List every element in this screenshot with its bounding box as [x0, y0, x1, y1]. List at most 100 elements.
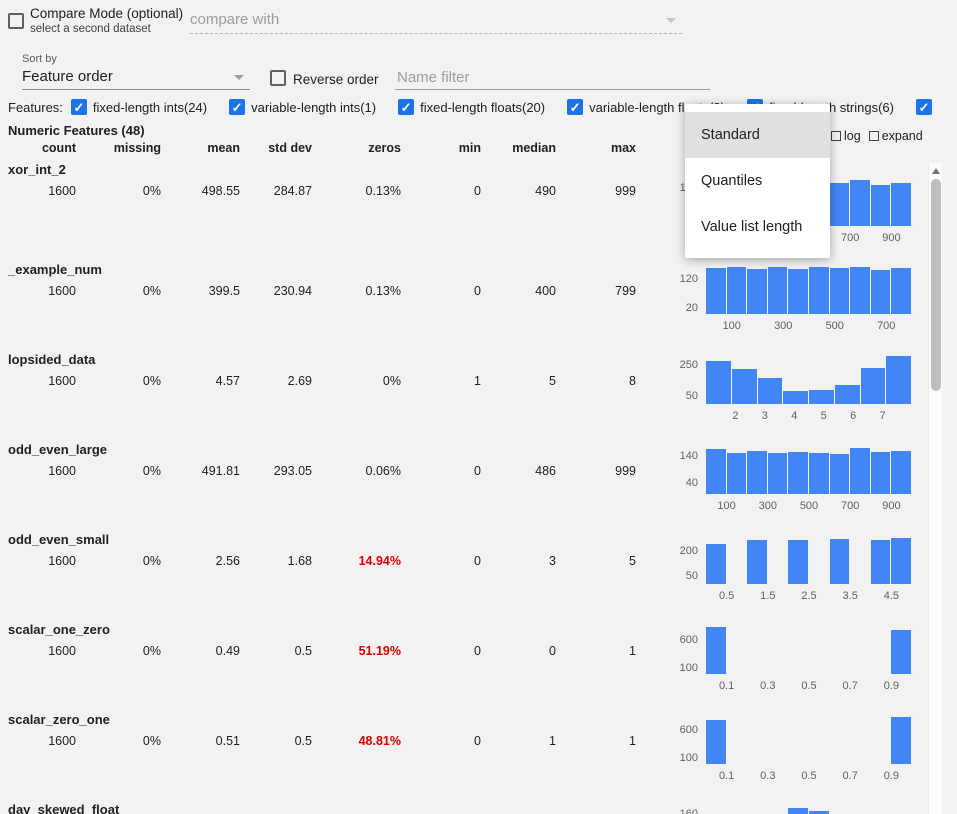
feature-histogram[interactable]: 160 [660, 804, 922, 814]
feature-median: 486 [490, 464, 556, 478]
histogram-plot [706, 534, 912, 584]
histogram-y-axis: 600100 [660, 624, 702, 674]
histogram-bar [768, 267, 788, 314]
chart-menu-option[interactable]: Quantiles [685, 158, 830, 204]
histogram-bar [706, 627, 726, 674]
feature-stddev: 0.5 [246, 644, 312, 658]
histogram-bar [830, 454, 850, 494]
histogram-bar [830, 268, 850, 314]
x-tick-label: 0.3 [753, 680, 783, 692]
feature-type-checkbox[interactable]: ✓ [398, 99, 414, 115]
feature-stddev: 2.69 [246, 374, 312, 388]
feature-count: 1600 [10, 734, 76, 748]
feature-type-checkbox[interactable]: ✓ [567, 99, 583, 115]
feature-histogram[interactable]: 25050 234567 [660, 354, 922, 434]
y-tick-label: 600 [680, 724, 698, 736]
compare-with-select[interactable]: compare with [190, 8, 682, 34]
histogram-bar [747, 451, 767, 494]
feature-median: 5 [490, 374, 556, 388]
x-tick-label: 7 [868, 410, 898, 422]
sort-order-select[interactable]: Feature order [22, 66, 250, 90]
feature-min: 0 [415, 644, 481, 658]
x-tick-label: 4 [779, 410, 809, 422]
x-tick-label: 3.5 [835, 590, 865, 602]
vertical-scrollbar[interactable] [928, 163, 942, 814]
feature-histogram[interactable]: 600100 0.10.30.50.70.9 [660, 624, 922, 704]
histogram-y-axis: 14040 [660, 444, 702, 494]
histogram-plot [706, 354, 912, 404]
feature-mean: 2.56 [174, 554, 240, 568]
expand-checkbox[interactable] [869, 131, 879, 141]
feature-histogram[interactable]: 14040 100300500700900 [660, 444, 922, 524]
feature-min: 0 [415, 554, 481, 568]
feature-name: _example_num [8, 262, 102, 277]
feature-type-checkbox[interactable]: ✓ [229, 99, 245, 115]
feature-median: 490 [490, 184, 556, 198]
histogram-bars [706, 444, 912, 494]
x-tick-label: 2 [720, 410, 750, 422]
histogram-y-axis: 160 [660, 804, 702, 814]
feature-min: 1 [415, 374, 481, 388]
col-header-count: count [10, 141, 76, 155]
histogram-bars [706, 534, 912, 584]
compare-mode-checkbox[interactable] [8, 13, 24, 29]
reverse-order-checkbox[interactable] [270, 70, 286, 86]
feature-type-label: fixed-length floats(20) [420, 100, 545, 115]
x-tick-label: 700 [871, 320, 901, 332]
feature-max: 799 [570, 284, 636, 298]
feature-mean: 4.57 [174, 374, 240, 388]
chevron-down-icon [234, 75, 244, 80]
histogram-bar [850, 180, 870, 226]
feature-min: 0 [415, 734, 481, 748]
feature-histogram[interactable]: 12020 100300500700 [660, 264, 922, 344]
feature-row: _example_num 1600 0% 399.5 230.94 0.13% … [0, 258, 957, 348]
x-tick-label: 0.5 [794, 680, 824, 692]
log-checkbox[interactable] [831, 131, 841, 141]
sort-by-label: Sort by [22, 53, 57, 65]
histogram-plot [706, 714, 912, 764]
histogram-bar [830, 539, 850, 584]
histogram-bar [809, 390, 834, 404]
x-tick-label: 2.5 [794, 590, 824, 602]
scroll-up-arrow-icon[interactable] [932, 168, 940, 174]
feature-median: 400 [490, 284, 556, 298]
y-tick-label: 140 [680, 450, 698, 462]
feature-max: 999 [570, 184, 636, 198]
col-header-max: max [570, 141, 636, 155]
x-tick-label: 700 [835, 232, 865, 244]
x-tick-label: 4.5 [876, 590, 906, 602]
feature-missing: 0% [95, 644, 161, 658]
feature-row: lopsided_data 1600 0% 4.57 2.69 0% 1 5 8… [0, 348, 957, 438]
feature-histogram[interactable]: 600100 0.10.30.50.70.9 [660, 714, 922, 794]
x-tick-label: 900 [876, 232, 906, 244]
feature-mean: 0.49 [174, 644, 240, 658]
histogram-y-axis: 12020 [660, 264, 702, 314]
name-filter-input[interactable]: Name filter [395, 66, 710, 90]
feature-name: scalar_zero_one [8, 712, 110, 727]
feature-count: 1600 [10, 554, 76, 568]
x-tick-label: 0.1 [712, 770, 742, 782]
histogram-bar [886, 356, 911, 404]
feature-type-checkbox[interactable]: ✓ [916, 99, 932, 115]
y-tick-label: 100 [680, 752, 698, 764]
feature-count: 1600 [10, 184, 76, 198]
feature-count: 1600 [10, 374, 76, 388]
histogram-bar [871, 270, 891, 314]
feature-histogram[interactable]: 20050 0.51.52.53.54.5 [660, 534, 922, 614]
histogram-bar [871, 540, 891, 584]
histogram-bar [706, 361, 731, 404]
x-tick-label: 5 [809, 410, 839, 422]
feature-count: 1600 [10, 464, 76, 478]
feature-zeros: 48.81% [335, 734, 401, 748]
feature-type-checkbox[interactable]: ✓ [71, 99, 87, 115]
feature-max: 1 [570, 644, 636, 658]
chart-menu-option[interactable]: Standard [685, 112, 830, 158]
scrollbar-thumb[interactable] [931, 179, 941, 391]
x-tick-label: 0.5 [794, 770, 824, 782]
y-tick-label: 50 [686, 570, 698, 582]
chart-menu-option[interactable]: Value list length [685, 204, 830, 250]
y-tick-label: 200 [680, 545, 698, 557]
name-filter-placeholder: Name filter [397, 69, 470, 86]
histogram-bar [871, 185, 891, 226]
feature-name: odd_even_large [8, 442, 107, 457]
